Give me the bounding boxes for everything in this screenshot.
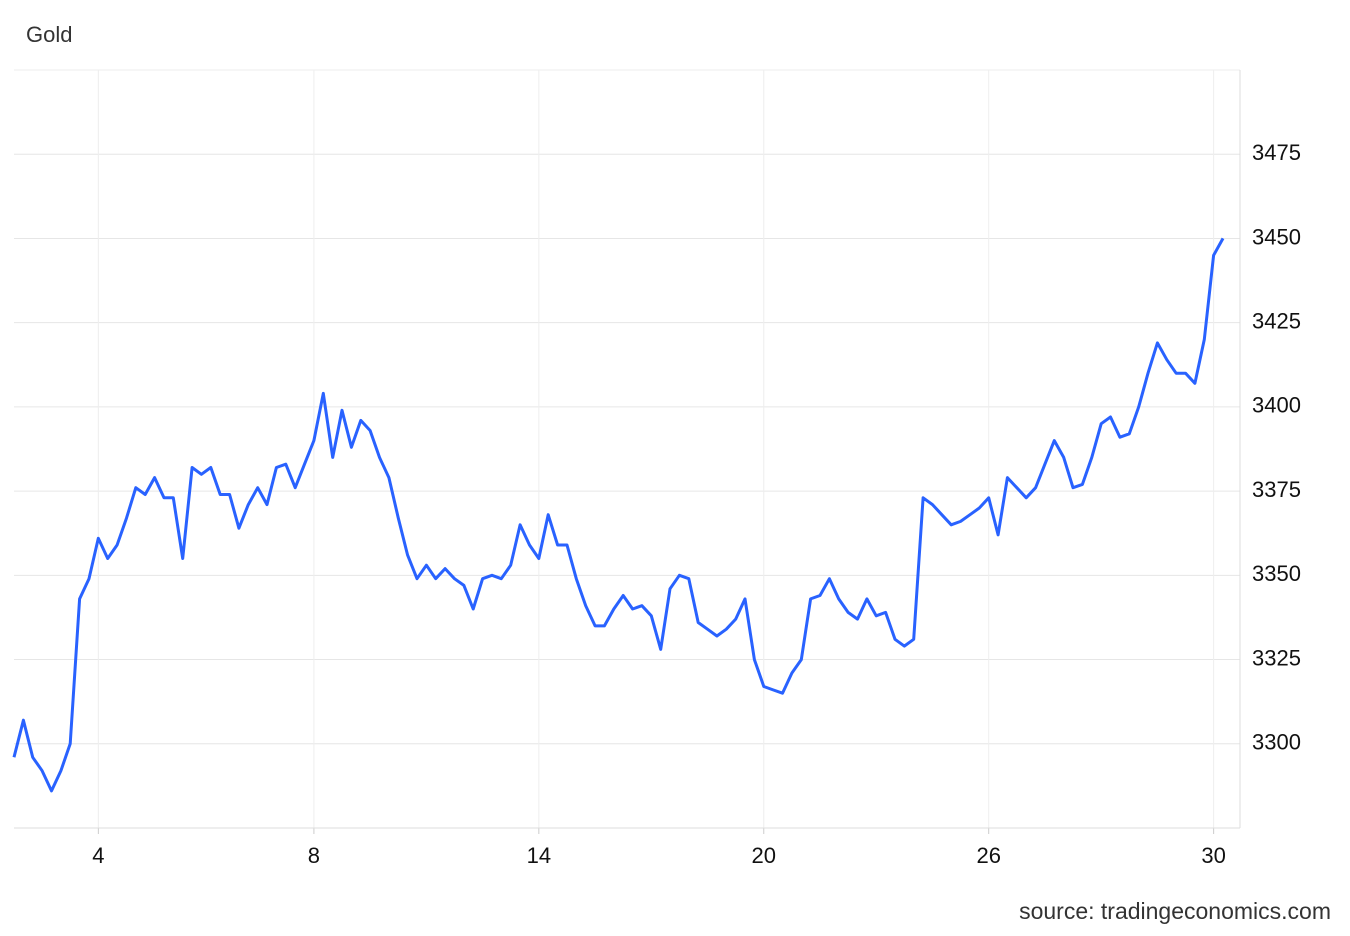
y-tick-label: 3400 xyxy=(1252,393,1301,418)
chart-title: Gold xyxy=(26,22,72,47)
y-tick-label: 3375 xyxy=(1252,477,1301,502)
y-tick-label: 3475 xyxy=(1252,140,1301,165)
y-tick-label: 3450 xyxy=(1252,224,1301,249)
source: source: tradingeconomics.com xyxy=(1019,898,1331,924)
x-tick-label: 4 xyxy=(92,843,104,868)
y-tick-label: 3300 xyxy=(1252,730,1301,755)
y-tick-label: 3325 xyxy=(1252,645,1301,670)
x-tick-label: 20 xyxy=(752,843,776,868)
x-tick-label: 30 xyxy=(1201,843,1225,868)
x-tick-label: 8 xyxy=(308,843,320,868)
x-tick-label: 14 xyxy=(527,843,551,868)
y-tick-label: 3425 xyxy=(1252,308,1301,333)
y-tick-label: 3350 xyxy=(1252,561,1301,586)
x-tick-label: 26 xyxy=(976,843,1000,868)
price-line xyxy=(12,237,1225,793)
